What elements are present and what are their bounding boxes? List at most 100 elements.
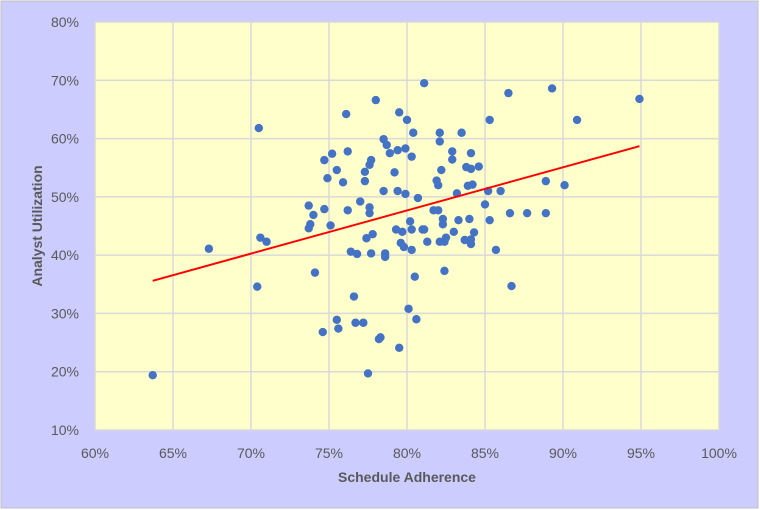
data-point [412,315,421,324]
data-point [304,224,313,233]
data-point [309,210,318,220]
data-point [256,233,265,242]
x-tick-label: 90% [549,445,577,461]
data-point [440,237,449,246]
data-point [379,186,388,196]
data-point [465,214,474,224]
data-point [434,181,443,190]
data-point [390,168,399,177]
data-point [365,208,374,218]
data-point [560,181,569,190]
data-point [480,200,490,209]
data-point [405,217,415,226]
data-point [204,244,214,253]
data-point [507,281,516,291]
data-point [356,197,365,206]
data-point [310,268,320,277]
x-tick-label: 60% [81,445,109,461]
data-point [504,88,513,98]
data-point [366,249,376,258]
data-point [395,343,404,353]
data-point [485,215,494,225]
data-point [413,193,423,203]
data-point [360,176,370,186]
data-point [438,220,448,229]
y-axis-title: Analyst Utilization [29,165,45,286]
data-point [332,315,341,325]
data-point [262,237,271,246]
x-tick-label: 80% [393,445,421,461]
data-point [363,369,373,378]
data-point [435,128,444,137]
data-point [338,178,348,187]
y-tick-label: 50% [51,189,79,205]
data-point [541,208,551,218]
data-point [448,147,457,156]
data-point [351,318,360,327]
data-point [402,115,412,125]
data-point [365,203,374,212]
x-tick-label: 65% [159,445,187,461]
data-point [460,235,469,245]
data-point [466,239,476,249]
data-point [419,225,429,234]
data-point [318,327,327,337]
data-point [419,79,429,88]
trendline [152,145,640,282]
data-point [541,176,551,186]
data-point [401,189,410,199]
data-point [407,245,416,255]
data-point [572,115,582,125]
data-point [341,109,351,119]
data-point [362,234,371,243]
data-point [423,237,432,246]
data-point [410,272,419,281]
data-point [454,215,463,225]
data-point [466,164,476,174]
data-point [304,201,313,210]
x-tick-label: 70% [237,445,265,461]
data-point [435,137,444,146]
data-point [395,108,404,117]
data-point [343,147,352,156]
data-point [371,95,380,105]
data-point [254,123,263,133]
data-point [635,94,644,104]
data-point [448,155,457,164]
data-point [485,115,494,125]
data-point [457,128,466,137]
x-axis-ticks: 60% 65% 70% 75% 80% 85% 90% 95% 100% [81,445,737,461]
data-point [491,245,501,255]
data-point [404,304,413,313]
data-point [401,144,410,153]
y-axis-ticks: 10% 20% 30% 40% 50% 60% 70% 80% [51,14,79,438]
data-point [365,160,374,169]
x-tick-label: 85% [471,445,499,461]
data-point [323,174,332,183]
y-tick-label: 60% [51,131,79,147]
data-point [368,229,377,239]
data-point [505,208,515,218]
x-tick-label: 95% [627,445,655,461]
data-point [407,152,416,161]
data-point [148,371,157,380]
data-point [522,208,532,218]
data-point [434,206,443,215]
data-point [440,266,449,276]
data-point [385,148,395,158]
x-tick-label: 75% [315,445,343,461]
data-point [349,292,359,301]
data-point [393,186,402,196]
data-point [466,148,476,158]
x-tick-label: 100% [701,445,737,461]
data-point [320,204,329,214]
data-point [469,228,479,237]
y-tick-label: 10% [51,422,79,438]
data-point [376,333,385,342]
data-point [398,227,407,237]
data-point [407,225,416,234]
data-point [320,155,329,165]
x-axis-title: Schedule Adherence [338,469,476,485]
data-point [326,221,335,230]
